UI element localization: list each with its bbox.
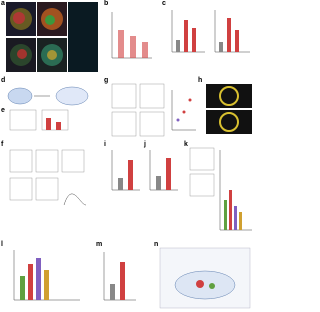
panel-g [111,83,196,137]
panel-d [7,86,89,131]
panel-letters: a b c d e f g h i j k l m n [1,0,202,248]
panel-h [206,84,252,134]
panel-m [103,252,136,301]
panel-letter: n [154,241,158,248]
panel-letter: d [1,77,5,84]
panel-letter: b [104,0,108,7]
panel-f [9,149,87,206]
panel-letter: i [104,141,106,148]
panel-letter: l [1,241,3,248]
panel-letter: m [96,241,102,248]
panel-letter: f [1,141,4,148]
panel-letter: e [1,107,5,114]
figure: a b c d e f g h i j k l m n [1,0,252,309]
panel-b [111,12,152,59]
panel-letter: a [1,0,5,7]
panel-k [189,147,252,231]
panel-letter: c [162,0,166,7]
panel-letter: h [198,77,202,84]
panel-n [159,247,251,309]
panel-j [149,150,178,191]
panel-c [171,10,250,53]
panel-letter: g [104,77,108,84]
panel-letter: k [184,141,188,148]
panel-l [13,250,80,301]
panel-a [6,2,98,72]
panel-i [111,150,140,191]
panel-letter: j [143,141,146,148]
